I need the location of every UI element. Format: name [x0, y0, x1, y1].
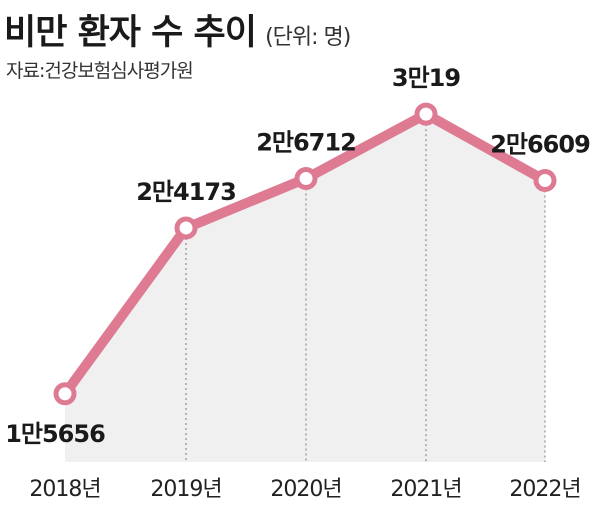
data-label: 3만19: [392, 64, 460, 92]
data-point: [414, 102, 438, 126]
data-label: 2만4173: [136, 178, 236, 206]
area-fill: [65, 114, 545, 462]
data-point: [174, 216, 198, 240]
data-label: 1만5656: [5, 420, 105, 448]
chart-source: 자료:건강보험심사평가원: [6, 60, 194, 82]
data-point: [533, 169, 557, 193]
drop-lines: [185, 114, 546, 462]
x-tick-label: 2019년: [150, 477, 221, 502]
chart-header: 비만 환자 수 추이 (단위: 명): [4, 4, 351, 55]
chart-unit: (단위: 명): [265, 25, 351, 50]
chart-title: 비만 환자 수 추이: [4, 13, 257, 53]
x-axis-ticks: 2018년 2019년 2020년 2021년 2022년: [29, 477, 581, 502]
data-point: [294, 167, 318, 191]
x-tick-label: 2021년: [390, 477, 461, 502]
data-point: [53, 382, 77, 406]
area-layer: [65, 114, 545, 462]
marker-layer: [53, 102, 557, 406]
data-label-layer: 1만5656 2만4173 2만6712 3만19 2만6609: [5, 64, 591, 448]
x-tick-label: 2018년: [29, 477, 100, 502]
data-label: 2만6609: [490, 131, 590, 159]
x-tick-label: 2022년: [509, 477, 580, 502]
x-tick-label: 2020년: [270, 477, 341, 502]
data-label: 2만6712: [256, 129, 356, 157]
